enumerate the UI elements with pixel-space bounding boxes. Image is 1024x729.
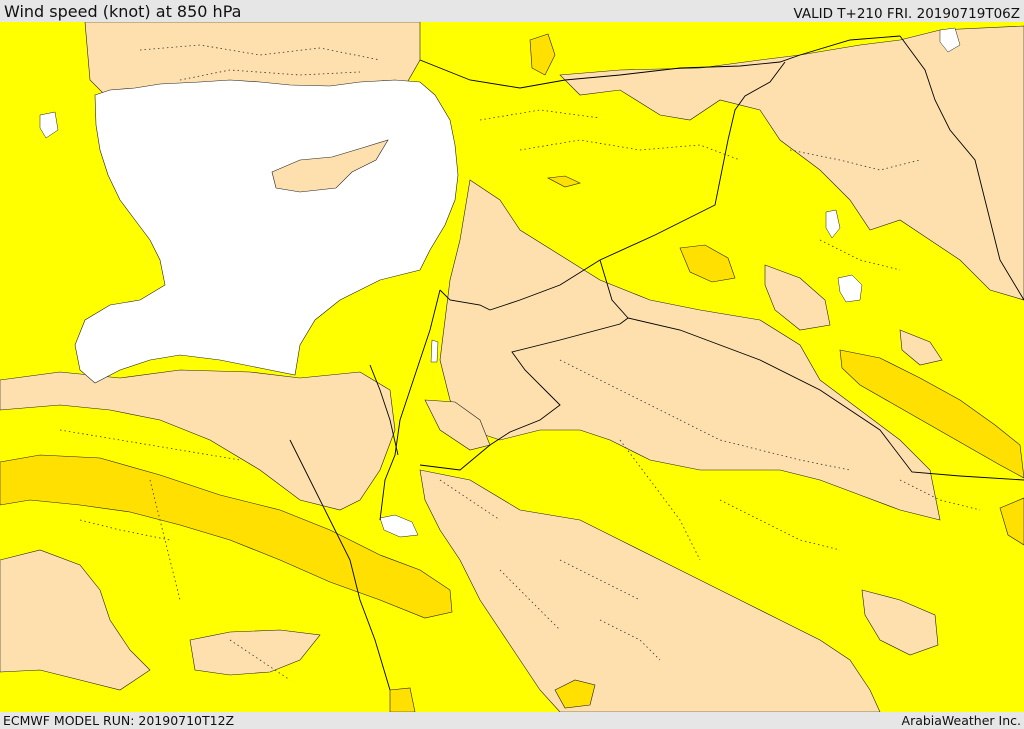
- moderate-region-iraq: [839, 349, 1024, 479]
- footer-bar: ECMWF MODEL RUN: 20190710T12Z ArabiaWeat…: [0, 712, 1024, 729]
- calm-patch-3: [899, 329, 943, 366]
- moderate-region-syria: [679, 244, 736, 283]
- calm-patch-2: [861, 589, 939, 656]
- calm-region-north-egypt: [0, 369, 396, 511]
- regional-boundaries: [59, 44, 981, 681]
- lake-iran: [825, 209, 841, 239]
- lake-north: [939, 27, 961, 53]
- credit-label: ArabiaWeather Inc.: [901, 713, 1021, 728]
- header-bar: Wind speed (knot) at 850 hPa VALID T+210…: [0, 0, 1024, 22]
- valid-time-label: VALID T+210 FRI. 20190719T06Z: [793, 6, 1020, 22]
- moderate-wind-regions: [0, 33, 1024, 712]
- cyprus: [271, 139, 389, 193]
- moderate-region-gulf: [999, 497, 1024, 546]
- moderate-region-egypt: [0, 454, 453, 619]
- calm-region-red-sea-coast: [189, 629, 321, 676]
- map-canvas[interactable]: [0, 22, 1024, 712]
- moderate-region-red-sea-south: [554, 679, 596, 709]
- lake-iraq: [837, 274, 863, 303]
- model-run-label: ECMWF MODEL RUN: 20190710T12Z: [3, 713, 235, 728]
- red-sea-north: [379, 514, 419, 538]
- moderate-region-anatolia: [529, 33, 556, 76]
- lakes: [39, 27, 961, 538]
- dead-sea: [430, 339, 439, 363]
- lake-aegean: [39, 111, 59, 139]
- moderate-region-sinai: [389, 687, 416, 712]
- calm-region-south-west: [0, 549, 151, 691]
- weather-map[interactable]: [0, 22, 1024, 712]
- calm-patch-1: [764, 264, 831, 331]
- moderate-region-east-syria: [547, 175, 581, 188]
- international-boundaries: [289, 35, 1024, 691]
- calm-region-arabia: [419, 469, 881, 712]
- chart-title: Wind speed (knot) at 850 hPa: [4, 2, 242, 21]
